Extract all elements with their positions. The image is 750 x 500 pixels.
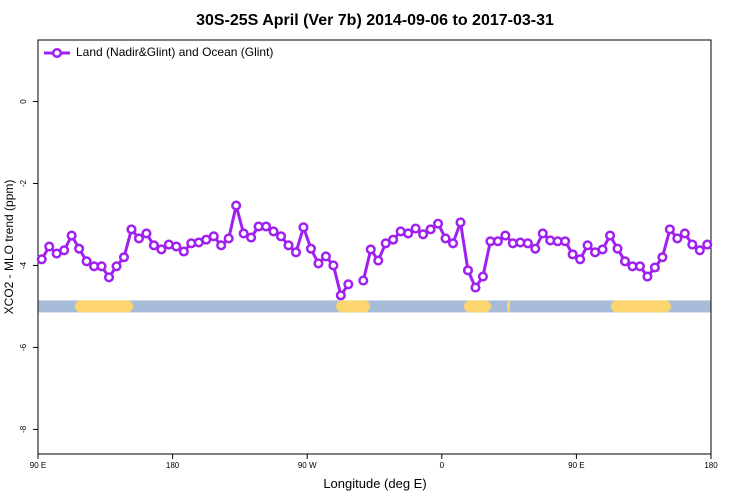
land-segment [610,300,671,313]
chart-title: 30S-25S April (Ver 7b) 2014-09-06 to 201… [196,12,554,29]
data-point [500,230,511,241]
data-point [66,230,77,241]
data-point [156,244,167,255]
data-point [44,241,55,252]
y-axis-label: XCO2 - MLO trend (ppm) [2,180,16,315]
data-point [59,245,70,256]
data-point [261,221,272,232]
data-point [216,240,227,251]
data-point [36,254,47,265]
data-point [619,256,631,267]
data-point [283,240,294,251]
data-point [492,236,503,247]
data-point [433,218,444,229]
data-point [560,236,571,247]
data-point [694,245,705,256]
data-point [664,224,675,235]
data-point [358,275,369,286]
data-point [231,200,242,211]
x-tick-label: 90 W [298,461,317,470]
data-point [380,238,391,249]
data-point [425,224,436,235]
data-point [522,238,533,249]
data-point [365,244,376,255]
data-point [567,249,578,260]
data-point [418,229,429,240]
data-point [537,228,548,239]
data-point [178,246,189,257]
data-point [246,232,257,243]
data-point [305,243,316,254]
data-point [470,282,481,293]
data-point [275,231,287,242]
data-point [103,272,115,283]
data-point [687,239,698,250]
x-tick-label: 90 E [30,461,46,470]
data-point [223,233,234,244]
land-segment [74,300,133,313]
data-point [582,240,593,251]
data-point [634,261,646,272]
data-point [74,243,85,254]
data-point [455,217,466,228]
data-point [148,240,159,251]
y-tick-label: -6 [19,343,28,351]
data-point [649,262,660,273]
ocean-band [38,300,711,313]
data-point [111,261,122,272]
data-point [208,231,219,242]
x-tick-label: 0 [440,461,445,470]
data-point [679,228,690,239]
data-point [126,224,137,235]
data-point [96,261,107,272]
data-point [605,230,616,241]
data-point [477,271,488,282]
data-point [575,254,586,265]
data-point [612,243,623,254]
legend-marker [51,47,63,59]
x-tick-label: 90 E [568,461,584,470]
data-point [343,279,354,290]
data-point [320,251,331,262]
x-tick-label: 180 [704,461,718,470]
data-point [403,228,414,239]
y-tick-label: -2 [19,179,28,187]
data-point [462,265,474,276]
data-point [447,238,459,249]
x-axis-label: Longitude (deg E) [323,476,426,491]
data-point [238,228,249,239]
land-segment [336,300,371,313]
data-point [171,241,182,252]
land-segment [507,300,510,313]
data-point [388,234,399,245]
y-tick-label: -4 [19,261,28,269]
data-point [702,239,713,250]
data-point [290,247,302,258]
data-point [530,243,541,254]
x-tick-label: 180 [166,461,180,470]
data-point [141,228,152,239]
legend-label: Land (Nadir&Glint) and Ocean (Glint) [76,45,273,59]
data-point [298,222,309,233]
y-tick-label: 0 [19,99,28,104]
data-point [118,252,130,263]
data-point [597,244,608,255]
land-segment [463,300,492,313]
data-point [440,233,451,244]
y-tick-label: -8 [19,425,28,433]
data-point [313,258,324,269]
data-point [268,226,279,237]
data-point [657,252,668,263]
data-point [328,260,339,271]
data-point [642,271,653,282]
data-point [81,256,92,267]
data-point [335,290,346,301]
data-point [672,233,683,244]
data-point [133,233,144,244]
data-point [373,255,384,266]
data-point [410,223,421,234]
